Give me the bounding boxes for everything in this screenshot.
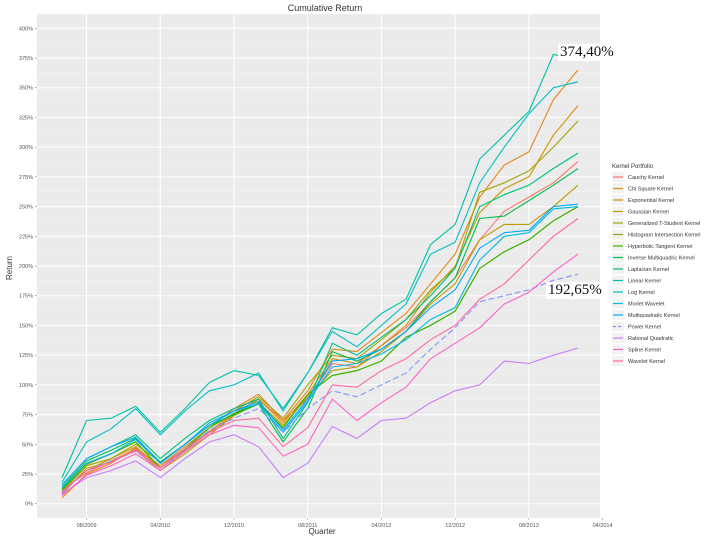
- y-axis-ticks: 0% 25% 50% 75% 100% 125% 150% 175% 200% 225% 250% 2…: [19, 26, 37, 508]
- y-tick-label: 350%: [19, 86, 33, 92]
- y-tick-label: 325%: [19, 115, 33, 121]
- y-tick-label: 375%: [19, 56, 33, 62]
- y-tick-label: 75%: [22, 413, 33, 419]
- legend-label: Chi Square Kernel: [628, 187, 673, 193]
- y-tick-label: 250%: [19, 205, 33, 211]
- x-tick-label: 04/2010: [150, 523, 170, 529]
- legend-label: Gaussian Kernel: [628, 210, 669, 216]
- y-tick-label: 100%: [19, 383, 33, 389]
- legend-label: Rational Quadratic: [628, 336, 674, 342]
- legend-label: Spline Kernel: [628, 348, 661, 354]
- y-tick-label: 25%: [22, 472, 33, 478]
- y-tick-label: 275%: [19, 175, 33, 181]
- legend: Kernel Portfolio Cauchy Kernel Chi Square…: [612, 164, 700, 366]
- x-tick-label: 12/2010: [224, 523, 244, 529]
- series-line: [61, 218, 579, 493]
- series-line: [61, 347, 579, 495]
- series-line: [61, 53, 579, 478]
- legend-label: Histogram Intersection Kernel: [628, 233, 700, 239]
- series-line: [61, 152, 579, 486]
- legend-label: Laplacian Kernel: [628, 267, 669, 273]
- x-tick-label: 08/2013: [519, 523, 539, 529]
- y-tick-label: 125%: [19, 353, 33, 359]
- legend-label: Generalized T-Student Kernel: [628, 221, 700, 227]
- legend-label: Inverse Multiquadric Kernel: [628, 256, 695, 262]
- legend-label: Morlet Wavelet: [628, 302, 665, 308]
- legend-label: Log Kernel: [628, 290, 655, 296]
- series-line: [61, 206, 579, 489]
- y-tick-label: 225%: [19, 234, 33, 240]
- series-line: [61, 81, 579, 483]
- x-axis-ticks: 08/2009 04/2010 12/2010 08/2011 04/2012 12/20…: [77, 518, 613, 529]
- y-tick-label: 0%: [25, 502, 33, 508]
- x-tick-label: 08/2011: [298, 523, 317, 529]
- x-tick-label: 04/2014: [593, 523, 613, 529]
- legend-label: Hyperbolic Tangent Kernel: [628, 244, 692, 250]
- legend-title: Kernel Portfolio: [612, 164, 654, 170]
- series-line: [61, 120, 579, 493]
- legend-label: Exponential Kernel: [628, 198, 674, 204]
- y-axis-title: Return: [5, 256, 14, 280]
- legend-label: Wavelet Kernel: [628, 359, 665, 365]
- y-tick-label: 50%: [22, 442, 33, 448]
- y-tick-label: 400%: [19, 26, 33, 32]
- y-tick-label: 175%: [19, 294, 33, 300]
- legend-label: Power Kernel: [628, 325, 661, 331]
- x-tick-label: 08/2009: [77, 523, 97, 529]
- annotation-min-return: 192,65%: [546, 282, 604, 299]
- annotation-max-return: 374,40%: [558, 44, 616, 61]
- series-line: [61, 253, 579, 496]
- series-line: [61, 203, 579, 486]
- x-tick-label: 04/2012: [371, 523, 391, 529]
- x-tick-label: 12/2012: [445, 523, 465, 529]
- chart-title: Cumulative Return: [288, 3, 363, 13]
- legend-label: Multiquadratic Kernel: [628, 313, 680, 319]
- y-tick-label: 300%: [19, 145, 33, 151]
- y-tick-label: 150%: [19, 323, 33, 329]
- y-tick-label: 200%: [19, 264, 33, 270]
- legend-label: Linear Kernel: [628, 279, 661, 285]
- legend-label: Cauchy Kernel: [628, 175, 664, 181]
- series-lines: [61, 53, 579, 499]
- x-axis-title: Quarter: [308, 527, 335, 536]
